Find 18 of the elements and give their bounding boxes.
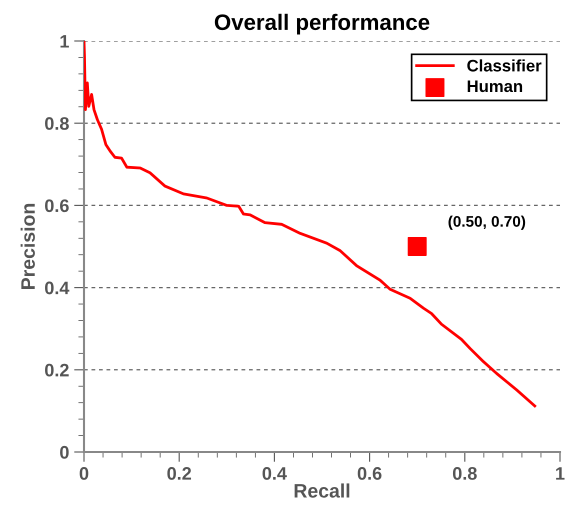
chart-title: Overall performance (214, 14, 430, 34)
x-tick-label: 1 (556, 467, 565, 480)
x-axis-title: Recall (294, 483, 350, 498)
y-tick-label: 0.4 (45, 282, 70, 294)
x-tick-label: 0.8 (452, 467, 477, 480)
y-axis-title: Precision (20, 204, 35, 289)
x-tick-label: 0.4 (262, 467, 287, 480)
x-tick-label: 0.6 (358, 467, 382, 480)
y-tick-label: 0 (60, 446, 69, 459)
x-tick-label: 0 (80, 467, 88, 480)
y-tick-label: 1 (60, 35, 69, 48)
x-tick-label: 0.2 (167, 467, 192, 480)
annotation: (0.50, 0.70) (448, 216, 526, 230)
y-tick-label: 0.2 (45, 364, 69, 377)
legend-label: Classifier (467, 59, 542, 72)
legend-label: Human (468, 80, 522, 92)
y-tick-label: 0.6 (45, 199, 69, 212)
y-tick-label: 0.8 (45, 117, 69, 130)
